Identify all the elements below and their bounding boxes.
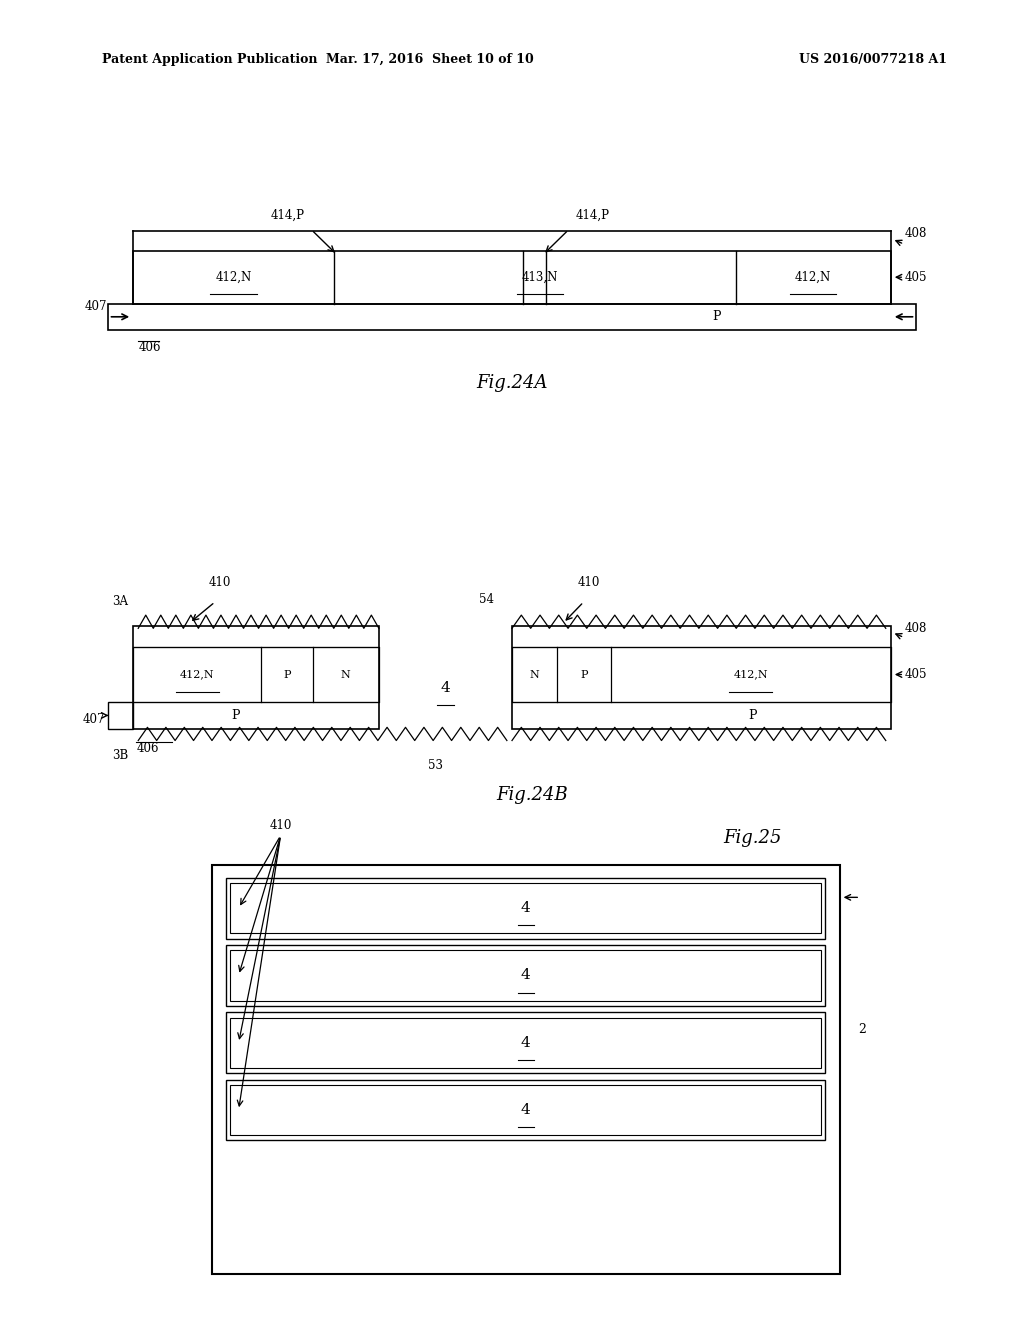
Text: 4: 4 — [521, 969, 530, 982]
Text: 406: 406 — [136, 742, 159, 755]
Text: 4: 4 — [521, 1036, 530, 1049]
Text: P: P — [581, 669, 588, 680]
Text: Fig.24B: Fig.24B — [497, 785, 568, 804]
Text: Fig.25: Fig.25 — [723, 829, 782, 847]
Text: N: N — [529, 669, 540, 680]
Bar — [133, 251, 891, 304]
Text: 407: 407 — [85, 300, 108, 313]
Text: 4: 4 — [521, 1104, 530, 1117]
Bar — [226, 1080, 825, 1140]
Text: P: P — [231, 709, 240, 722]
Bar — [133, 626, 379, 729]
Text: 4: 4 — [521, 902, 530, 915]
Text: 407: 407 — [83, 713, 105, 726]
Text: 4: 4 — [440, 681, 451, 694]
Bar — [512, 647, 891, 702]
Bar — [226, 945, 825, 1006]
Bar — [226, 1012, 825, 1073]
Bar — [230, 1085, 821, 1135]
Text: 410: 410 — [578, 576, 600, 589]
Text: 410: 410 — [209, 576, 231, 589]
Bar — [108, 702, 133, 729]
Bar — [230, 883, 821, 933]
Text: 406: 406 — [138, 341, 161, 354]
Text: 412,N: 412,N — [179, 669, 214, 680]
Text: Mar. 17, 2016  Sheet 10 of 10: Mar. 17, 2016 Sheet 10 of 10 — [327, 53, 534, 66]
Text: P: P — [283, 669, 291, 680]
Text: 405: 405 — [904, 668, 927, 681]
Text: US 2016/0077218 A1: US 2016/0077218 A1 — [799, 53, 947, 66]
Text: 408: 408 — [904, 227, 927, 240]
Bar — [226, 878, 825, 939]
Bar — [108, 304, 916, 330]
Bar — [212, 865, 840, 1274]
Text: 412,N: 412,N — [215, 271, 252, 284]
Text: 410: 410 — [269, 818, 292, 832]
Text: 413,N: 413,N — [521, 271, 558, 284]
Text: Patent Application Publication: Patent Application Publication — [102, 53, 317, 66]
Text: Fig.24A: Fig.24A — [476, 374, 548, 392]
Text: 3B: 3B — [112, 748, 128, 762]
Text: 414,P: 414,P — [270, 209, 305, 222]
Text: 414,P: 414,P — [575, 209, 609, 222]
Text: 54: 54 — [479, 593, 494, 606]
Text: 412,N: 412,N — [733, 669, 768, 680]
Text: P: P — [713, 310, 721, 323]
Text: N: N — [341, 669, 350, 680]
Text: 412,N: 412,N — [795, 271, 831, 284]
Bar — [133, 647, 379, 702]
Text: 3A: 3A — [112, 595, 128, 609]
Bar — [512, 626, 891, 729]
Bar — [230, 1018, 821, 1068]
Text: 53: 53 — [428, 759, 442, 772]
Text: 408: 408 — [904, 622, 927, 635]
Text: 405: 405 — [904, 271, 927, 284]
Text: P: P — [749, 709, 757, 722]
Text: 2: 2 — [858, 1023, 866, 1036]
Bar — [230, 950, 821, 1001]
